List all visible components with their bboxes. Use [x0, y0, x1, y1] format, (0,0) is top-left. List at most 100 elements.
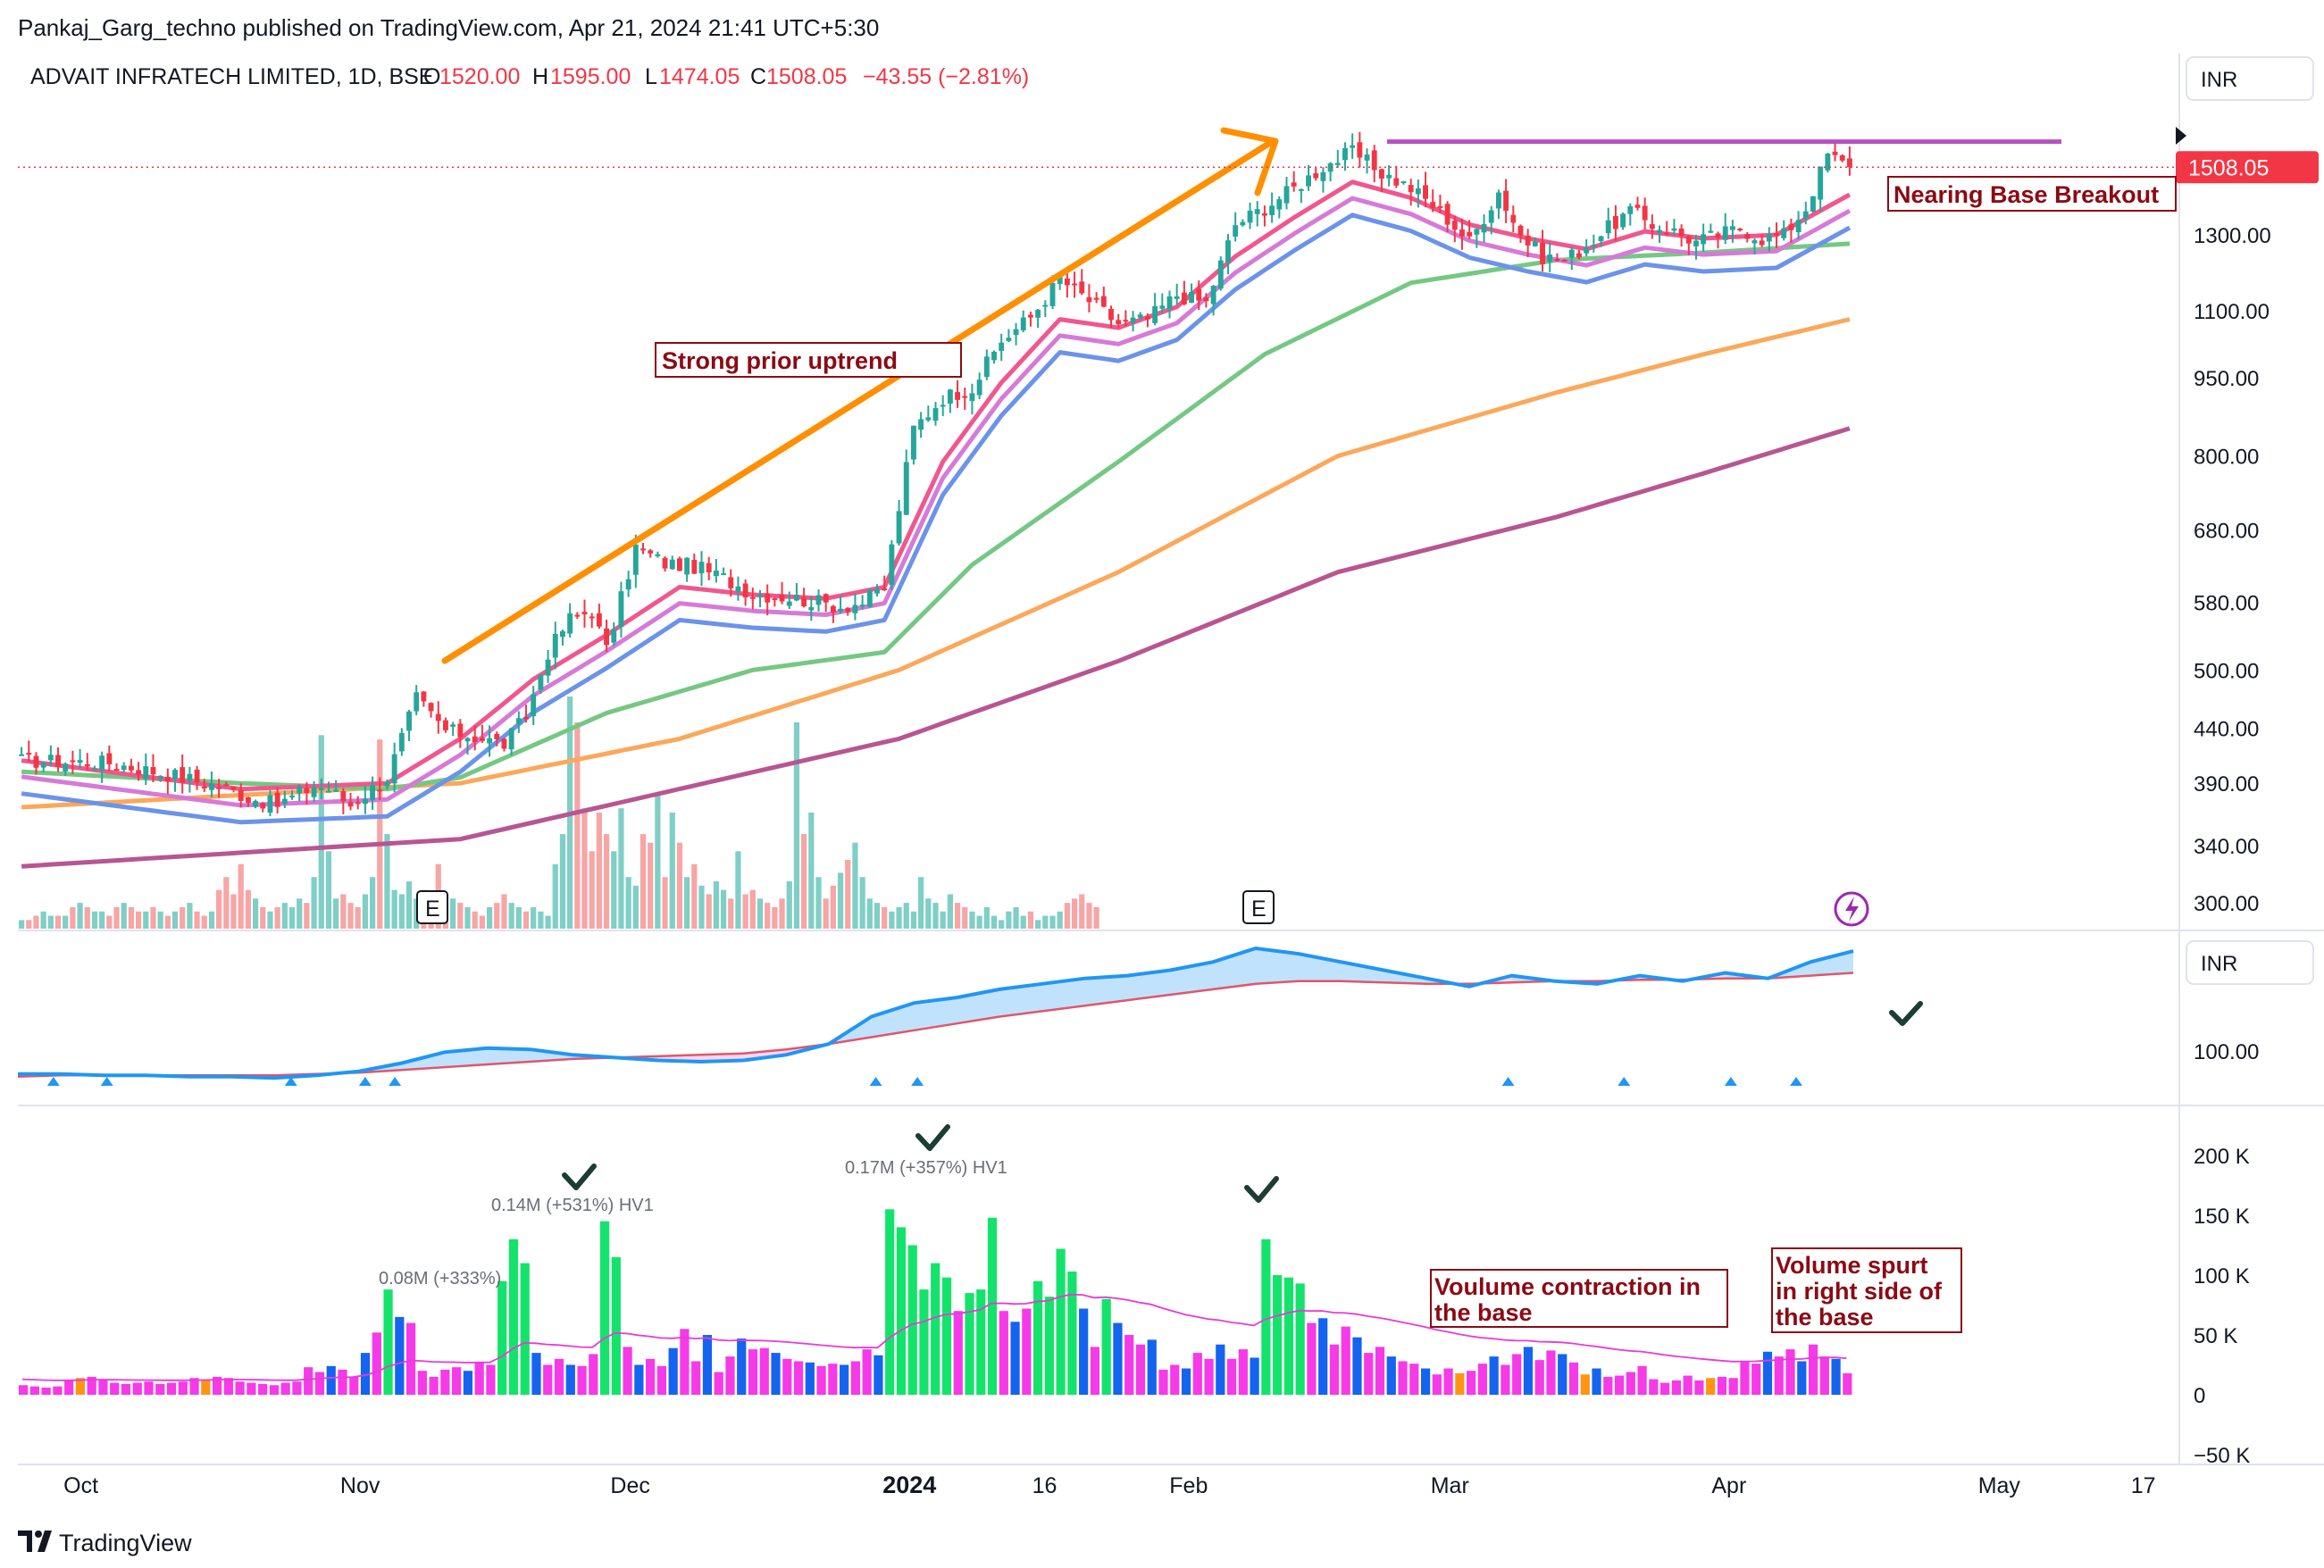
annotation-contraction[interactable]: Voulume contraction in the base — [1430, 1269, 1728, 1328]
hv-volume-bar — [1512, 1354, 1522, 1395]
volume-bar — [713, 881, 719, 929]
volume-bar — [494, 903, 500, 929]
hv-volume-bar — [201, 1380, 211, 1395]
candle-body — [1064, 278, 1070, 286]
volume-bar — [531, 906, 537, 929]
candle-body — [1261, 213, 1267, 216]
candle-body — [216, 787, 222, 789]
hv-volume-bar — [782, 1358, 792, 1395]
candle-body — [443, 720, 448, 730]
hv-volume-bar — [771, 1353, 781, 1395]
candles — [19, 131, 1852, 817]
currency-label: INR — [2201, 68, 2237, 92]
candle-body — [808, 606, 815, 611]
candle-body — [1116, 320, 1122, 325]
candle-body — [297, 787, 303, 794]
candle-body — [1642, 205, 1648, 221]
rs-new-high-marker-icon — [869, 1077, 882, 1086]
volume-bar — [99, 911, 105, 929]
earnings-marker-nov[interactable]: E — [416, 890, 448, 924]
tradingview-logo[interactable]: TradingView — [18, 1530, 192, 1556]
volume-bar — [1057, 911, 1063, 929]
candle-body — [955, 392, 961, 400]
currency-button[interactable] — [2186, 56, 2314, 101]
hv-volume-bar — [1489, 1356, 1499, 1395]
annotation-breakout[interactable]: Nearing Base Breakout — [1887, 176, 2177, 212]
earnings-marker-feb[interactable]: E — [1242, 890, 1275, 924]
candle-body — [625, 579, 631, 590]
hv-volume-bar — [1626, 1372, 1635, 1395]
volume-bar — [742, 894, 748, 929]
volume-bar — [655, 795, 661, 929]
volume-bar — [274, 906, 280, 929]
hv-volume-bar — [338, 1369, 347, 1395]
candle-body — [1174, 296, 1180, 299]
alert-icon[interactable] — [1834, 891, 1869, 927]
volume-bar — [1064, 903, 1070, 929]
annotation-spurt[interactable]: Volume spurt in right side of the base — [1771, 1247, 1962, 1333]
currency-button-pane2[interactable] — [2186, 940, 2314, 985]
candle-body — [1130, 317, 1136, 323]
candle-body — [289, 795, 295, 797]
hv-volume-bar — [1170, 1364, 1180, 1395]
hv-volume-bar — [1032, 1280, 1043, 1395]
candle-body — [1437, 205, 1443, 208]
volume-bar — [1049, 915, 1056, 929]
volume-bar — [347, 903, 354, 929]
annotation-uptrend[interactable]: Strong prior uptrend — [655, 342, 962, 378]
hv-volume-bar — [1534, 1360, 1544, 1395]
time-tick-label: May — [1978, 1473, 2021, 1498]
volume-bar — [333, 898, 339, 929]
hv-checkmark-icon-2 — [915, 1124, 950, 1151]
candle-body — [1100, 296, 1107, 307]
candle-body — [815, 595, 822, 605]
candle-body — [1093, 297, 1099, 300]
volume-bar — [180, 906, 186, 929]
hv-volume-bar — [1113, 1322, 1123, 1395]
candle-body — [377, 789, 383, 792]
hv-volume-bar — [1364, 1353, 1374, 1395]
candle-body — [1774, 232, 1779, 236]
volume-bar — [676, 842, 683, 929]
candle-body — [1685, 236, 1692, 244]
volume-bar — [479, 915, 486, 929]
candle-body — [611, 629, 617, 643]
volume-bar — [1013, 906, 1019, 929]
candle-body — [531, 694, 537, 716]
close-value: 1508.05 — [766, 64, 847, 89]
rs-new-high-marker-icon — [1501, 1077, 1515, 1086]
symbol-line: ADVAIT INFRATECH LIMITED, 1D, BSE O 1520… — [30, 64, 1029, 89]
candle-body — [1320, 171, 1326, 181]
hv-volume-bar — [144, 1381, 154, 1395]
candle-body — [669, 559, 675, 570]
high-value: 1595.00 — [550, 64, 631, 89]
candle-body — [1832, 151, 1838, 155]
hv-volume-bar — [1238, 1349, 1248, 1395]
candle-body — [1488, 210, 1494, 223]
candle-body — [1378, 169, 1384, 179]
hv-volume-bar — [543, 1364, 553, 1395]
rs-fill — [1170, 962, 1214, 996]
hv-volume-bar — [1740, 1361, 1750, 1395]
candle-body — [845, 608, 851, 613]
candle-body — [172, 770, 178, 779]
volume-bar — [786, 881, 792, 929]
volume-bar — [545, 915, 551, 929]
candle-body — [121, 765, 127, 771]
candle-body — [691, 559, 698, 574]
rs-fill — [1255, 948, 1299, 984]
volume-bar — [874, 903, 881, 929]
candle-body — [1247, 211, 1253, 223]
svg-text:Nearing Base Breakout: Nearing Base Breakout — [1893, 181, 2159, 208]
hv-volume-bar — [1546, 1350, 1556, 1395]
hv-volume-bar — [1067, 1271, 1077, 1395]
candle-body — [889, 544, 895, 586]
hv-tick-label: 0 — [2194, 1384, 2205, 1408]
candle-body — [1137, 314, 1143, 318]
hv-volume-bar — [531, 1353, 541, 1395]
candle-body — [1649, 224, 1655, 229]
hv-tick-label: 100 K — [2194, 1264, 2250, 1289]
rs-new-high-marker-icon — [46, 1077, 60, 1086]
hv-volume-bar — [1010, 1322, 1020, 1395]
rs-fill — [999, 983, 1042, 1017]
